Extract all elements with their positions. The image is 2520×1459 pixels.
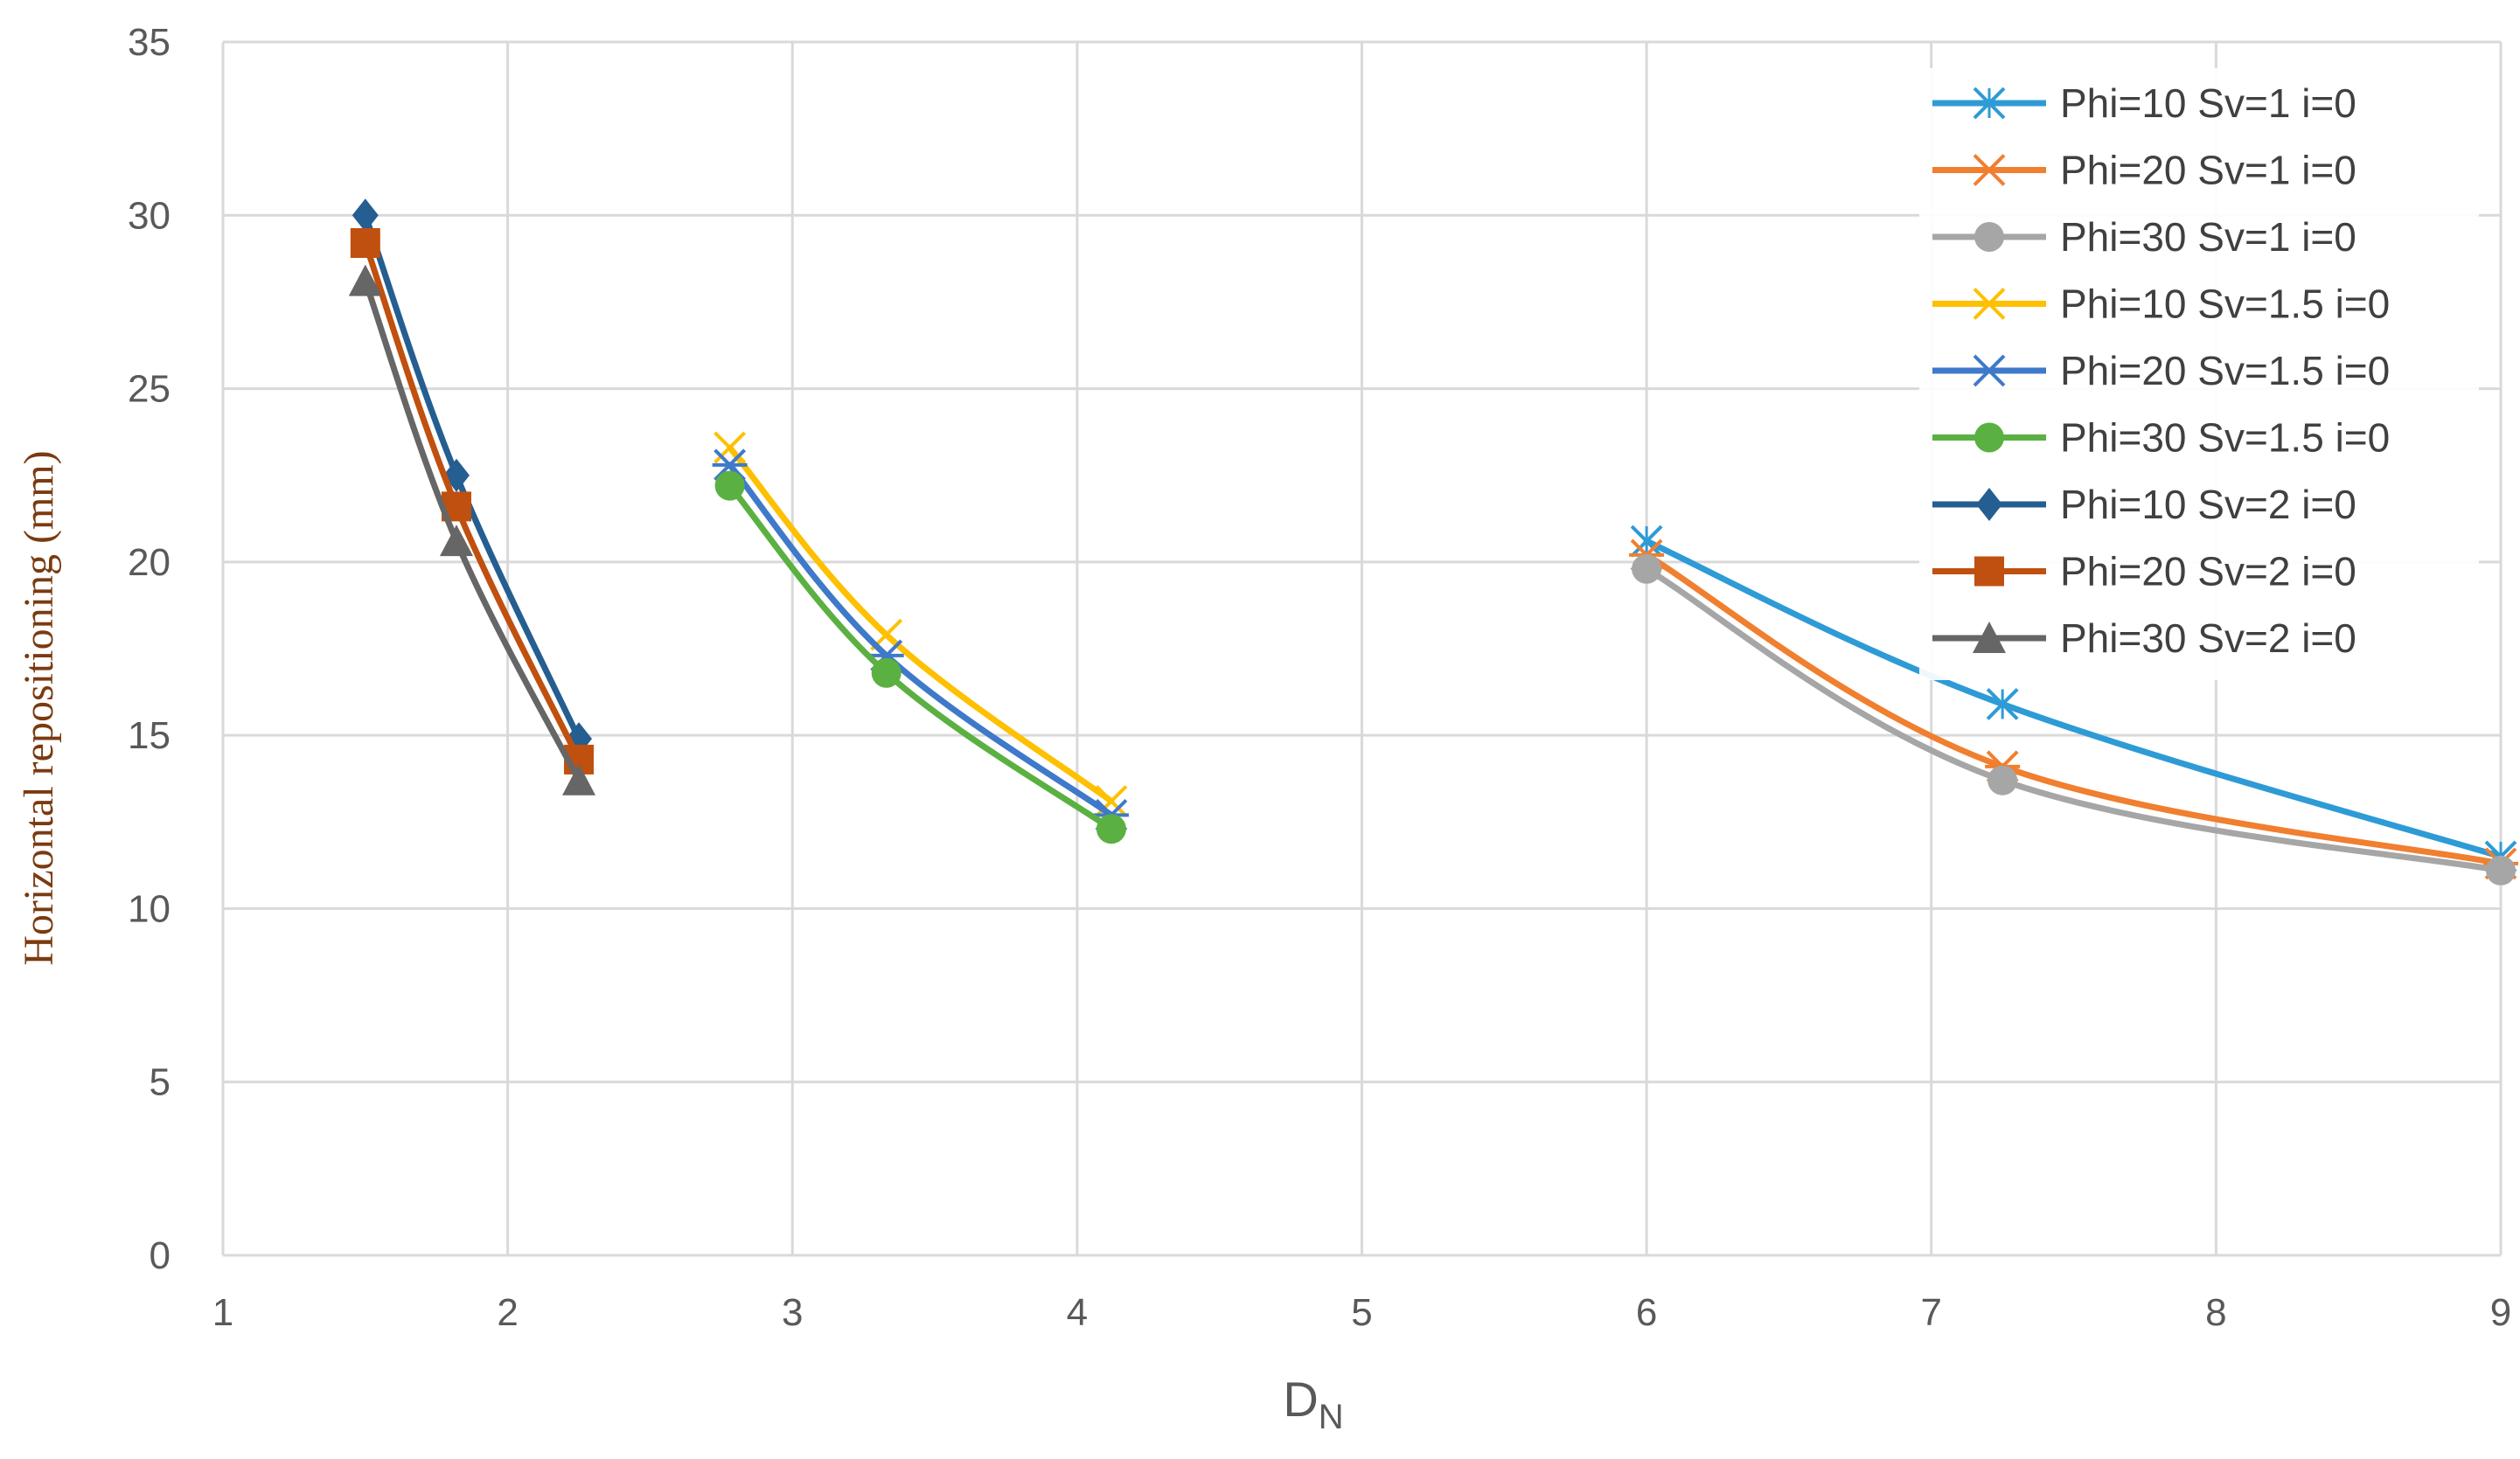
x-axis-title: DN bbox=[1283, 1372, 1343, 1436]
y-tick-label: 5 bbox=[150, 1061, 171, 1104]
series-line bbox=[727, 444, 1115, 804]
x-tick-label: 6 bbox=[1636, 1291, 1657, 1334]
legend-label: Phi=10 Sv=1 i=0 bbox=[2060, 80, 2356, 126]
legend-item: Phi=10 Sv=1.5 i=0 bbox=[1932, 281, 2390, 327]
data-point bbox=[562, 763, 596, 796]
legend-swatch-marker bbox=[1973, 288, 2006, 320]
data-point bbox=[350, 228, 380, 259]
legend-item: Phi=20 Sv=2 i=0 bbox=[1932, 549, 2356, 594]
grid-lines bbox=[221, 40, 2503, 1257]
data-point bbox=[2486, 855, 2516, 886]
x-tick-label: 7 bbox=[1921, 1291, 1942, 1334]
x-tick-labels: 1 2 3 4 5 6 7 8 9 bbox=[212, 1291, 2511, 1334]
legend-swatch-marker bbox=[1976, 488, 2002, 521]
series-group bbox=[348, 198, 2518, 886]
x-tick-label: 1 bbox=[212, 1291, 233, 1334]
y-tick-label: 20 bbox=[128, 541, 171, 584]
series-3 bbox=[1632, 553, 2516, 886]
legend-item: Phi=30 Sv=2 i=0 bbox=[1932, 615, 2356, 661]
legend-item: Phi=20 Sv=1.5 i=0 bbox=[1932, 348, 2390, 393]
y-tick-label: 10 bbox=[128, 887, 171, 930]
x-tick-label: 2 bbox=[497, 1291, 518, 1334]
legend-label: Phi=30 Sv=1.5 i=0 bbox=[2060, 415, 2390, 461]
data-point bbox=[871, 657, 901, 688]
x-axis-title-subscript: N bbox=[1319, 1398, 1344, 1436]
legend-item: Phi=10 Sv=2 i=0 bbox=[1932, 482, 2356, 527]
data-point bbox=[348, 264, 382, 296]
legend-swatch-marker bbox=[1974, 556, 2004, 587]
legend: Phi=10 Sv=1 i=0 Phi=20 Sv=1 i=0 Phi=30 Sv=… bbox=[1919, 68, 2479, 680]
data-point bbox=[1632, 553, 1662, 584]
data-point bbox=[714, 470, 745, 501]
legend-label: Phi=10 Sv=1.5 i=0 bbox=[2060, 281, 2390, 327]
x-tick-label: 3 bbox=[782, 1291, 803, 1334]
y-tick-label: 25 bbox=[128, 368, 171, 411]
legend-label: Phi=30 Sv=1 i=0 bbox=[2060, 214, 2356, 260]
y-tick-labels: 0 5 10 15 20 25 30 35 bbox=[128, 21, 171, 1277]
legend-item: Phi=30 Sv=1.5 i=0 bbox=[1932, 415, 2390, 461]
legend-swatch-marker bbox=[1973, 622, 2006, 653]
x-tick-label: 9 bbox=[2490, 1291, 2511, 1334]
legend-swatch-marker bbox=[1973, 87, 2006, 120]
y-tick-label: 0 bbox=[150, 1234, 171, 1277]
legend-swatch-marker bbox=[1972, 154, 2007, 186]
legend-swatch-marker bbox=[1974, 422, 2004, 453]
x-axis-title-main: D bbox=[1283, 1372, 1318, 1427]
data-point bbox=[1986, 688, 2019, 720]
x-tick-label: 8 bbox=[2205, 1291, 2226, 1334]
legend-item: Phi=20 Sv=1 i=0 bbox=[1932, 148, 2356, 193]
y-axis-title: Horizontal repositioning (mm) bbox=[16, 450, 62, 965]
y-tick-label: 15 bbox=[128, 714, 171, 757]
series-line bbox=[362, 278, 582, 784]
legend-label: Phi=20 Sv=2 i=0 bbox=[2060, 549, 2356, 594]
data-point bbox=[440, 525, 474, 557]
y-tick-label: 35 bbox=[128, 21, 171, 64]
legend-swatch-marker bbox=[1974, 222, 2004, 252]
series-9 bbox=[348, 264, 596, 796]
data-point bbox=[1630, 525, 1663, 558]
data-point bbox=[352, 198, 379, 233]
series-4 bbox=[714, 431, 1128, 817]
x-tick-label: 5 bbox=[1351, 1291, 1372, 1334]
series-6 bbox=[714, 470, 1126, 844]
series-7 bbox=[352, 198, 593, 756]
x-tick-label: 4 bbox=[1067, 1291, 1088, 1334]
series-line bbox=[362, 212, 582, 742]
legend-label: Phi=10 Sv=2 i=0 bbox=[2060, 482, 2356, 527]
legend-swatch-marker bbox=[1972, 354, 2007, 387]
legend-label: Phi=20 Sv=1.5 i=0 bbox=[2060, 348, 2390, 393]
legend-item: Phi=10 Sv=1 i=0 bbox=[1932, 80, 2356, 126]
series-line bbox=[1643, 538, 2504, 860]
data-point bbox=[714, 431, 747, 464]
y-tick-label: 30 bbox=[128, 194, 171, 237]
legend-label: Phi=20 Sv=1 i=0 bbox=[2060, 148, 2356, 193]
legend-label: Phi=30 Sv=2 i=0 bbox=[2060, 615, 2356, 661]
data-point bbox=[1987, 765, 2018, 796]
data-point bbox=[1096, 814, 1126, 844]
legend-item: Phi=30 Sv=1 i=0 bbox=[1932, 214, 2356, 260]
